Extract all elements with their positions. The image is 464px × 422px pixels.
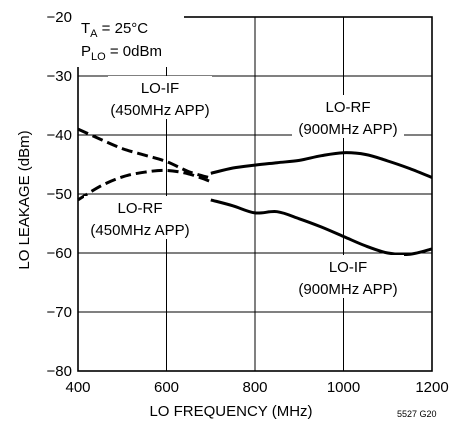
label-lo-rf-450-line2: (450MHz APP) xyxy=(90,222,189,239)
label-bg-lo-if-900 xyxy=(292,255,404,298)
series-line-2 xyxy=(210,151,433,179)
x-tick-label: 600 xyxy=(154,379,179,396)
y-tick-label: −80 xyxy=(47,363,72,380)
y-tick-label: −60 xyxy=(47,245,72,262)
label-bg-lo-if-450 xyxy=(108,76,212,119)
tick-labels: 400 600 800 1000 1200 −20 −30 −40 −50 −60 −70 −80 xyxy=(47,9,449,396)
condition-plo: PLO = 0dBm xyxy=(81,43,162,63)
y-tick-label: −40 xyxy=(47,127,72,144)
conditions-bg xyxy=(76,15,184,67)
series-line-0 xyxy=(77,127,212,180)
label-lo-rf-900-line2: (900MHz APP) xyxy=(298,121,397,138)
y-axis-title: LO LEAKAGE (dBm) xyxy=(16,130,33,269)
figure-code: 5527 G20 xyxy=(397,409,437,419)
x-axis-title: LO FREQUENCY (MHz) xyxy=(149,403,312,420)
plot-frame xyxy=(77,16,433,372)
x-tick-label: 800 xyxy=(242,379,267,396)
x-tick-label: 400 xyxy=(65,379,90,396)
label-lo-if-450-line1: LO-IF xyxy=(141,80,179,97)
label-lo-if-900-line1: LO-IF xyxy=(329,259,367,276)
label-lo-rf-900-line1: LO-RF xyxy=(326,99,371,116)
x-tick-label: 1000 xyxy=(327,379,360,396)
condition-ta-sub: A xyxy=(90,28,98,40)
series-layer xyxy=(77,127,433,257)
y-tick-label: −50 xyxy=(47,186,72,203)
y-tick-label: −20 xyxy=(47,9,72,26)
label-lo-rf-450-line1: LO-RF xyxy=(118,200,163,217)
label-lo-if-450-line2: (450MHz APP) xyxy=(110,102,209,119)
series-line-3 xyxy=(210,198,433,257)
x-tick-label: 1200 xyxy=(415,379,448,396)
y-tick-label: −70 xyxy=(47,304,72,321)
y-tick-label: −30 xyxy=(47,68,72,85)
series-line-1 xyxy=(77,168,212,202)
label-bg-lo-rf-450 xyxy=(84,196,196,239)
label-bg-lo-rf-900 xyxy=(292,95,404,138)
label-lo-if-900-line2: (900MHz APP) xyxy=(298,281,397,298)
grid xyxy=(77,16,433,372)
condition-plo-sub: LO xyxy=(91,51,106,63)
condition-ta: TA = 25°C xyxy=(81,20,148,40)
